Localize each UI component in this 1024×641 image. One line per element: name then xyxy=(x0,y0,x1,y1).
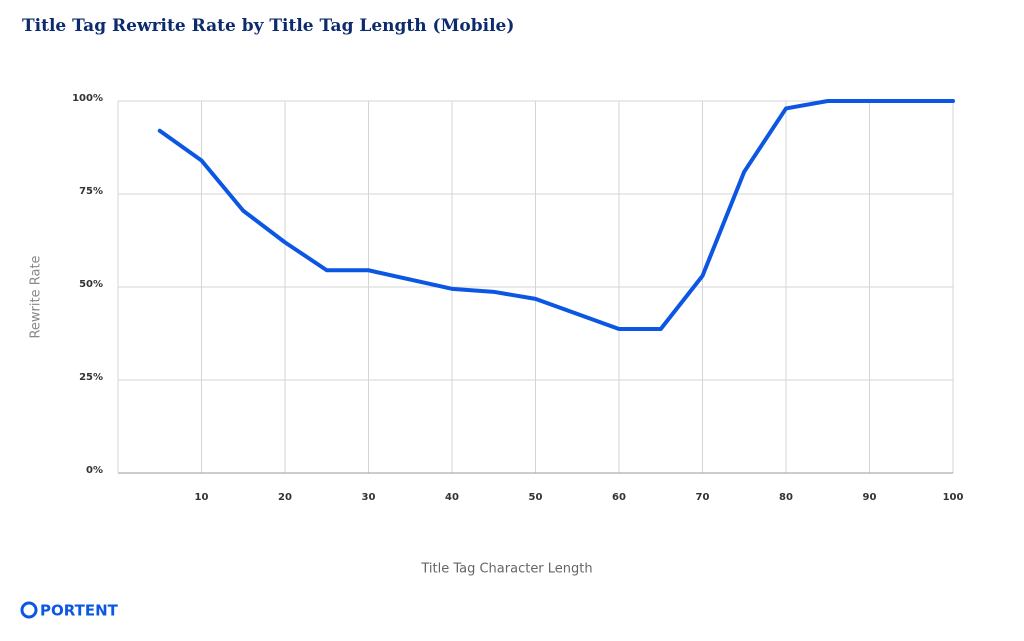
x-tick-label: 50 xyxy=(529,492,543,503)
y-tick-label: 0% xyxy=(86,465,103,476)
y-tick-label: 75% xyxy=(79,186,103,197)
logo-text: PORTENT xyxy=(40,602,119,620)
y-tick-label: 100% xyxy=(72,93,103,104)
x-tick-label: 90 xyxy=(863,492,877,503)
x-tick-label: 100 xyxy=(943,492,964,503)
data-line xyxy=(157,99,955,332)
y-axis-label: Rewrite Rate xyxy=(29,255,44,338)
plot-area: 0% 25% 50% 75% 100% 10 20 30 40 50 60 70 80 90 100 xyxy=(72,93,963,503)
x-tick-label: 30 xyxy=(362,492,376,503)
y-tick-label: 25% xyxy=(79,372,103,383)
logo-icon xyxy=(20,601,38,619)
y-tick-label: 50% xyxy=(79,279,103,290)
x-axis-label: Title Tag Character Length xyxy=(420,562,592,577)
x-tick-label: 80 xyxy=(779,492,793,503)
x-tick-label: 10 xyxy=(195,492,209,503)
brand-logo: PORTENT xyxy=(20,601,119,620)
x-tick-label: 60 xyxy=(612,492,626,503)
chart-title: Title Tag Rewrite Rate by Title Tag Leng… xyxy=(22,16,514,36)
x-tick-label: 40 xyxy=(445,492,459,503)
x-tick-label: 70 xyxy=(696,492,710,503)
x-tick-label: 20 xyxy=(278,492,292,503)
